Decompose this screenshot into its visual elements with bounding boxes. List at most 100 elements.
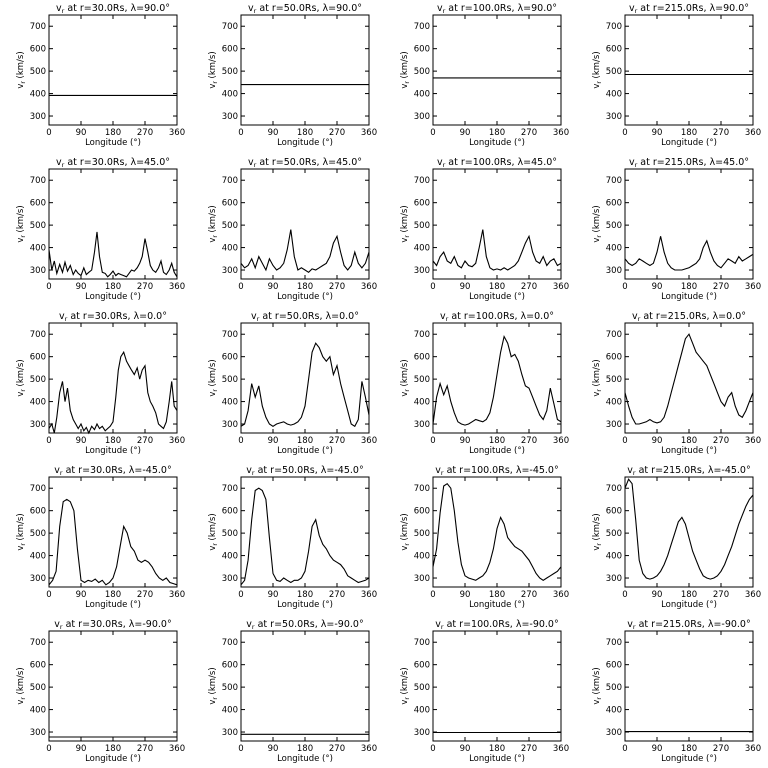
y-tick-label: 300: [30, 728, 46, 738]
y-tick-label: 700: [606, 176, 622, 186]
x-tick-label: 180: [297, 744, 313, 754]
y-tick-label: 300: [222, 574, 238, 584]
x-tick-label: 360: [553, 590, 569, 600]
y-tick-label: 300: [606, 420, 622, 430]
chart-title: vr at r=30.0Rs, λ=-45.0°: [54, 465, 171, 477]
y-tick-label: 300: [30, 112, 46, 122]
series-line: [624, 333, 754, 425]
y-tick-label: 700: [414, 638, 430, 648]
chart-panel: vr at r=50.0Rs, λ=45.0° 0 90 180 270 360 300 40…: [208, 157, 377, 302]
y-axis-label: vr (km/s): [592, 51, 603, 88]
x-axis-label: Longitude (°): [469, 292, 525, 302]
x-tick-label: 360: [745, 436, 761, 446]
plot-frame: [48, 168, 178, 280]
y-tick-label: 700: [30, 484, 46, 494]
y-tick-label: 500: [30, 221, 46, 231]
chart-panel: vr at r=30.0Rs, λ=90.0° 0 90 180 270 360 300 40…: [16, 3, 185, 148]
x-tick-label: 270: [137, 128, 153, 138]
y-tick-label: 300: [222, 420, 238, 430]
plot-frame: [624, 476, 754, 588]
y-tick-label: 700: [30, 22, 46, 32]
x-tick-label: 90: [76, 128, 87, 138]
x-tick-label: 0: [238, 282, 243, 292]
chart-title: vr at r=100.0Rs, λ=-90.0°: [435, 619, 558, 631]
x-axis-label: Longitude (°): [661, 446, 717, 456]
y-tick-label: 600: [30, 661, 46, 671]
x-tick-label: 180: [681, 128, 697, 138]
y-tick-label: 400: [606, 244, 622, 254]
chart-title: vr at r=50.0Rs, λ=0.0°: [251, 311, 359, 323]
x-axis-label: Longitude (°): [277, 138, 333, 148]
y-tick-label: 600: [414, 199, 430, 209]
y-tick-label: 600: [30, 199, 46, 209]
y-tick-label: 700: [606, 484, 622, 494]
series-line: [624, 236, 754, 271]
chart-panel: vr at r=50.0Rs, λ=90.0° 0 90 180 270 360 300 40…: [208, 3, 377, 148]
y-tick-label: 700: [414, 176, 430, 186]
chart-panel: vr at r=215.0Rs, λ=-90.0° 0 90 180 270 360 300…: [592, 619, 761, 764]
series-line: [624, 478, 754, 580]
chart-panel: vr at r=50.0Rs, λ=-90.0° 0 90 180 270 360 300 4…: [208, 619, 377, 764]
chart-title: vr at r=30.0Rs, λ=45.0°: [56, 157, 170, 169]
x-tick-label: 0: [46, 128, 51, 138]
x-tick-label: 360: [553, 128, 569, 138]
chart-panel: vr at r=100.0Rs, λ=45.0° 0 90 180 270 360 300 4…: [400, 157, 569, 302]
x-axis-label: Longitude (°): [469, 600, 525, 610]
x-tick-label: 90: [652, 590, 663, 600]
y-tick-label: 500: [606, 221, 622, 231]
x-tick-label: 0: [46, 436, 51, 446]
y-axis-label: vr (km/s): [400, 51, 411, 88]
x-tick-label: 360: [169, 128, 185, 138]
y-tick-label: 700: [222, 176, 238, 186]
y-tick-label: 700: [30, 330, 46, 340]
x-tick-label: 270: [713, 128, 729, 138]
y-tick-label: 500: [606, 683, 622, 693]
chart-panel: vr at r=50.0Rs, λ=-45.0° 0 90 180 270 360 300 4…: [208, 465, 377, 610]
y-tick-label: 400: [30, 244, 46, 254]
x-axis-label: Longitude (°): [277, 292, 333, 302]
y-tick-label: 400: [414, 706, 430, 716]
x-tick-label: 0: [622, 282, 627, 292]
series-line: [240, 229, 370, 273]
y-tick-label: 400: [222, 398, 238, 408]
y-tick-label: 600: [606, 507, 622, 517]
y-tick-label: 600: [30, 45, 46, 55]
y-tick-label: 600: [30, 507, 46, 517]
chart-title: vr at r=100.0Rs, λ=90.0°: [437, 3, 557, 15]
x-tick-label: 180: [489, 744, 505, 754]
y-tick-label: 500: [30, 67, 46, 77]
x-tick-label: 360: [361, 590, 377, 600]
x-tick-label: 360: [361, 128, 377, 138]
y-tick-label: 600: [606, 45, 622, 55]
y-axis-label: vr (km/s): [208, 205, 219, 242]
chart-panel: vr at r=30.0Rs, λ=-90.0° 0 90 180 270 360 300 4…: [16, 619, 185, 764]
x-tick-label: 360: [169, 436, 185, 446]
x-axis-label: Longitude (°): [85, 138, 141, 148]
x-tick-label: 0: [238, 744, 243, 754]
x-tick-label: 90: [460, 128, 471, 138]
x-axis-label: Longitude (°): [85, 446, 141, 456]
plot-frame: [48, 476, 178, 588]
x-tick-label: 90: [268, 128, 279, 138]
y-tick-label: 500: [414, 529, 430, 539]
y-axis-label: vr (km/s): [16, 513, 27, 550]
chart-title: vr at r=30.0Rs, λ=0.0°: [59, 311, 167, 323]
x-tick-label: 180: [489, 282, 505, 292]
y-axis-label: vr (km/s): [208, 513, 219, 550]
x-tick-label: 180: [105, 590, 121, 600]
x-tick-label: 90: [460, 282, 471, 292]
x-tick-label: 360: [361, 282, 377, 292]
chart-title: vr at r=215.0Rs, λ=-45.0°: [627, 465, 750, 477]
x-tick-label: 180: [489, 128, 505, 138]
y-tick-label: 400: [222, 90, 238, 100]
x-tick-label: 0: [622, 436, 627, 446]
x-tick-label: 180: [105, 744, 121, 754]
x-tick-label: 360: [553, 436, 569, 446]
x-tick-label: 180: [105, 282, 121, 292]
plot-frame: [48, 14, 178, 126]
x-tick-label: 270: [521, 744, 537, 754]
series-line: [432, 334, 562, 426]
x-axis-label: Longitude (°): [277, 600, 333, 610]
x-tick-label: 360: [745, 744, 761, 754]
